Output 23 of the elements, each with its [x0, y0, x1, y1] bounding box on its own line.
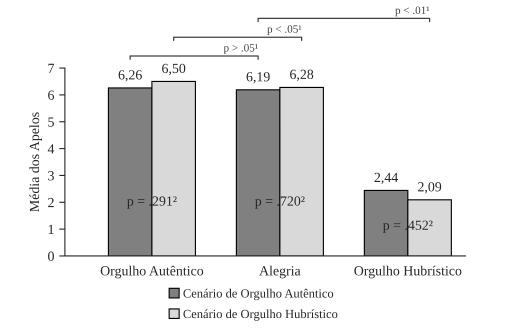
y-tick-label: 4: [48, 144, 54, 154]
data-label: 2,44: [374, 172, 398, 184]
data-label: 6,50: [162, 64, 186, 76]
y-tick-label: 5: [48, 117, 54, 127]
legend-label: Cenário de Orgulho Hubrístico: [183, 309, 338, 321]
y-tick-label: 0: [48, 252, 54, 261]
legend-label: Cenário de Orgulho Autêntico: [183, 288, 334, 300]
y-tick-label: 6: [48, 90, 54, 100]
data-label: 6,28: [290, 70, 314, 82]
y-axis-title: Média dos Apelos: [29, 112, 42, 212]
text: p < .01¹: [395, 6, 430, 16]
data-label: 2,09: [418, 182, 442, 194]
y-tick-label: 7: [48, 64, 54, 73]
y-tick-label: 3: [48, 171, 54, 180]
x-tick-label: Alegria: [259, 266, 301, 278]
text: p > .05¹: [224, 44, 258, 54]
data-label: 6,19: [246, 72, 270, 84]
data-label: 6,26: [118, 70, 142, 82]
x-tick-label: Orgulho Autêntico: [100, 266, 204, 278]
y-tick-label: 2: [48, 198, 54, 208]
text: p < .05¹: [267, 25, 302, 36]
x-tick-label: Orgulho Hubrístico: [354, 266, 462, 278]
y-tick-label: 1: [48, 224, 54, 234]
